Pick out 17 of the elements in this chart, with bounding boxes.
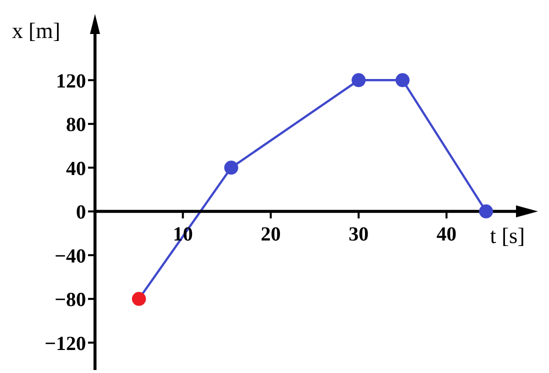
point (352, 73, 366, 88)
y-tick-label: 120 (56, 70, 86, 92)
x-tick-label: 30 (348, 223, 369, 246)
point (479, 204, 494, 218)
x-tick-label: 20 (260, 223, 281, 246)
y-tick-label: 40 (66, 158, 86, 180)
y-tick-label: −80 (54, 289, 86, 312)
y-tick-label: −120 (44, 332, 86, 355)
x-tick-label: 40 (436, 223, 457, 246)
y-tick-label: −40 (54, 245, 86, 268)
point (396, 73, 410, 88)
y-tick-label: 80 (66, 114, 86, 136)
x-axis-title: t [s] (490, 223, 525, 250)
point (224, 160, 238, 175)
y-axis-title: x [m] (12, 18, 60, 44)
y-tick-label: 0 (76, 202, 86, 224)
point (132, 292, 146, 306)
